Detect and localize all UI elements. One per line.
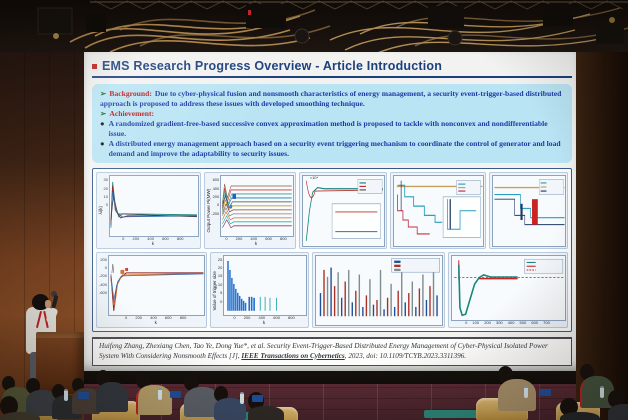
x-axis-label: k — [262, 320, 266, 326]
x-axis-label: k — [254, 240, 258, 246]
trigger-histogram-plot — [314, 254, 443, 327]
achievement-item: ● A distributed energy management approa… — [100, 139, 564, 159]
slide: EMS Research Progress Overview - Article… — [92, 53, 572, 366]
gold-wave-left — [69, 9, 331, 52]
title-bullet-icon — [92, 63, 97, 69]
ceiling — [0, 0, 628, 52]
audience-member — [498, 366, 536, 411]
y-axis-label: Value of trigger size — [212, 270, 218, 311]
trigger-size-bars-plot — [223, 254, 307, 317]
y-tick-labels: 25 20 15 10 5 0 — [217, 256, 223, 304]
light-fixtures — [37, 4, 624, 46]
x-tick-labels: 0 200 400 600 800 — [225, 235, 287, 241]
achievement-item: ● A randomized gradient-free-based succe… — [100, 119, 564, 139]
achievement-label-line: ➢ Achievement: — [100, 109, 564, 119]
citation-tail: , 2023, doi: 10.1109/TCYB.2023.3311396. — [344, 351, 467, 360]
x-tick-labels: 0 200 400 600 800 — [125, 315, 187, 321]
citation-journal: IEEE Transactions on Cybernetics — [241, 351, 345, 360]
audience-member — [72, 378, 100, 414]
charts-bottom-row: 200 0 -200 -400 -600 0 200 400 600 80 — [96, 251, 568, 329]
table-runner — [424, 410, 510, 418]
background-label: Background: — [109, 89, 152, 98]
bullet-icon: ● — [100, 139, 105, 149]
y-axis-label: λi(k) — [98, 206, 103, 216]
y-tick-labels: 200 0 -200 -400 -600 — [99, 256, 108, 296]
presenter-face — [45, 300, 51, 308]
slide-title-row: EMS Research Progress Overview - Article… — [92, 59, 572, 73]
audience-member — [214, 386, 246, 420]
citation-authors: Huifeng Zhang, Zhexiang Chen, Tao Ye, Do… — [99, 342, 266, 351]
audience-member — [136, 372, 172, 415]
name-card — [540, 389, 551, 396]
microphone-head — [51, 291, 57, 297]
x-axis-label: k — [151, 240, 154, 246]
negative-convergence-plot — [108, 254, 206, 317]
bullet-icon: ● — [100, 119, 105, 129]
name-card — [170, 391, 181, 398]
right-wall — [576, 46, 628, 420]
audience-member — [560, 398, 600, 420]
name-card — [252, 395, 263, 402]
citation-title: Security Event-Trigger-Based Distributed… — [99, 342, 548, 360]
chart-panel-staircase — [389, 172, 486, 249]
water-bottle — [524, 386, 528, 398]
citation-box: Huifeng Zhang, Zhexiang Chen, Tao Ye, Do… — [92, 337, 572, 366]
chart-panel-negative-convergence: 200 0 -200 -400 -600 0 200 400 600 80 — [96, 251, 208, 329]
gold-wave-right — [329, 7, 628, 52]
chart-panel-lambda-convergence: λi(k) 30 20 10 0 0 200 400 600 800 k — [96, 172, 201, 249]
output-power-plot — [220, 175, 294, 237]
y-tick-labels: 30 20 10 0 — [103, 177, 108, 208]
x-tick-labels: 0 100 200 300 400 500 600 700 — [465, 320, 550, 326]
simulation-charts-grid: λi(k) 30 20 10 0 0 200 400 600 800 k — [92, 168, 572, 333]
title-underline — [92, 76, 572, 78]
slide-title: EMS Research Progress Overview - Article… — [102, 59, 443, 73]
water-bottle — [240, 392, 244, 404]
charts-top-row: λi(k) 30 20 10 0 0 200 400 600 800 k — [96, 172, 568, 249]
achievement-text: A randomized gradient-free-based success… — [108, 119, 548, 139]
x-tick-labels: 0 200 400 600 800 — [122, 235, 184, 241]
chart-panel-trigger-size: Value of trigger size 25 20 15 10 5 0 — [210, 251, 309, 329]
tracking-convergence-plot — [450, 254, 566, 322]
x-axis-label: k — [154, 320, 157, 326]
achievement-text: A distributed energy management approach… — [108, 139, 561, 159]
arrow-icon: ➢ — [100, 109, 107, 119]
chart-panel-tracking-convergence: 0 100 200 300 400 500 600 700 — [447, 251, 568, 329]
cost-convergence-plot — [301, 175, 385, 247]
chart-panel-output-power: Output Power Pi(MW) 600 400 200 0 -200 — [203, 172, 296, 249]
name-card — [78, 392, 89, 399]
chart-panel-cost-convergence: ×10⁴ — [298, 172, 387, 249]
lambda-convergence-plot — [108, 175, 199, 237]
water-bottle — [158, 388, 162, 400]
axis-exponent: ×10⁴ — [309, 175, 319, 181]
projection-screen: EMS Research Progress Overview - Article… — [84, 46, 578, 371]
chart-panel-step-events — [488, 172, 568, 249]
audience-member — [0, 396, 40, 420]
achievement-label: Achievement: — [109, 109, 155, 119]
chart-panel-trigger-histogram — [311, 251, 445, 329]
x-tick-labels: 0 200 400 600 800 — [233, 315, 295, 321]
background-line: ➢ Background: Due to cyber-physical fusion… — [100, 89, 564, 109]
water-bottle — [64, 389, 68, 401]
presenter-head — [32, 294, 49, 310]
arrow-icon: ➢ — [100, 89, 107, 98]
background-text: Due to cyber-physical fusion and nonsmoo… — [100, 89, 562, 109]
y-tick-labels: 600 400 200 0 -200 — [211, 177, 220, 216]
water-bottle — [600, 386, 604, 398]
audience-member — [608, 390, 628, 420]
background-achievement-box: ➢ Background: Due to cyber-physical fusion… — [92, 84, 572, 164]
y-axis-label: Output Power Pi(MW) — [205, 188, 211, 233]
step-events-plot — [491, 175, 566, 247]
audience-member — [96, 370, 128, 412]
staircase-plot — [392, 175, 484, 247]
ceiling-decor — [37, 0, 628, 52]
